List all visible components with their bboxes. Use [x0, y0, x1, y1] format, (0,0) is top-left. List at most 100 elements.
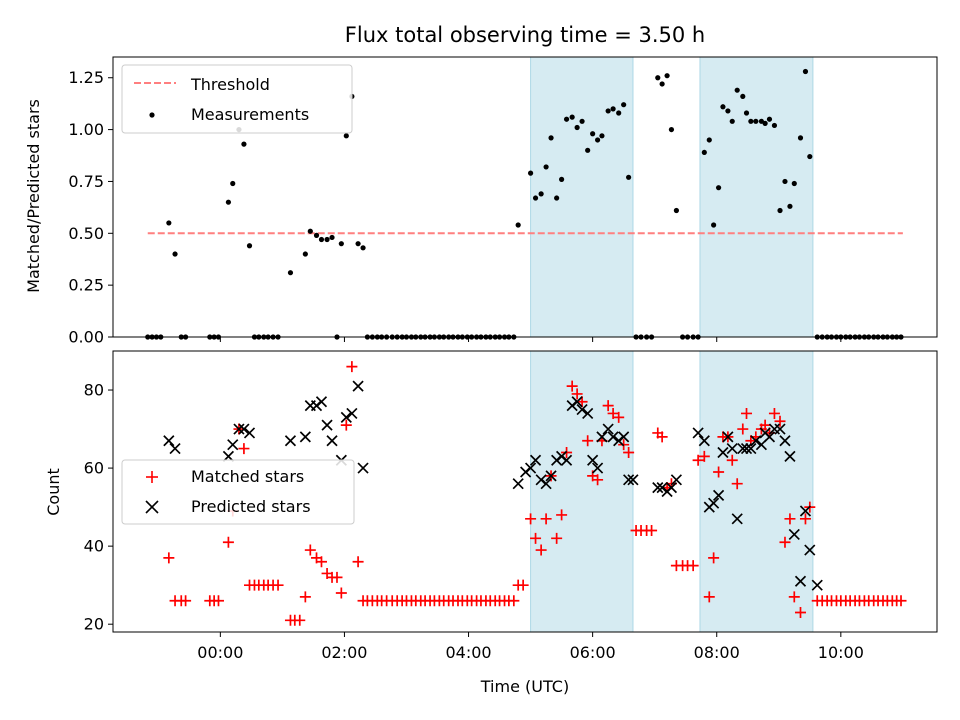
matched-point-109 [741, 407, 753, 419]
measurement-point-24 [307, 228, 313, 234]
measurement-point-112 [753, 118, 759, 124]
bottom-y-tick-label-0: 20 [84, 615, 104, 634]
measurement-point-22 [287, 270, 294, 276]
matched-point-21 [299, 591, 311, 603]
x-tick-label-5: 10:00 [818, 643, 864, 662]
measurement-point-14 [241, 141, 247, 147]
predicted-point-35 [596, 431, 608, 443]
measurement-point-23 [302, 251, 308, 257]
measurement-point-25 [313, 232, 320, 238]
predicted-point-71 [811, 579, 823, 591]
matched-point-118 [784, 513, 796, 525]
measurement-point-70 [538, 191, 544, 197]
x-tick-label-0: 00:00 [197, 643, 243, 662]
measurement-point-80 [590, 131, 596, 137]
top-y-tick-label-4: 1.00 [68, 120, 104, 139]
measurement-point-115 [766, 116, 773, 122]
predicted-point-12 [321, 419, 333, 431]
bottom-observing-window-1 [699, 350, 814, 633]
matched-point-66 [517, 579, 529, 591]
measurement-point-81 [594, 137, 601, 143]
predicted-point-32 [582, 407, 594, 420]
legend-top: Threshold Measurements [121, 64, 353, 134]
measurement-point-12 [230, 180, 236, 187]
predicted-point-39 [618, 431, 630, 443]
legend-matched-label: Matched stars [191, 467, 304, 486]
measurement-point-73 [554, 195, 560, 201]
matched-point-20 [294, 614, 306, 626]
predicted-point-22 [529, 454, 542, 466]
measurement-point-31 [343, 133, 349, 139]
measurement-point-107 [729, 118, 735, 124]
predicted-point-13 [326, 435, 338, 447]
measurement-point-77 [574, 124, 580, 131]
predicted-point-1 [169, 442, 181, 455]
panel-bottom-counts: 20 40 60 80 00:00 02:00 04:00 06:00 08:00 10:00 [84, 350, 938, 662]
predicted-point-25 [545, 470, 557, 482]
top-observing-window-0 [530, 56, 634, 338]
measurement-point-96 [673, 207, 679, 214]
matched-point-80 [592, 474, 604, 486]
top-y-tick-label-0: 0.00 [68, 328, 104, 347]
matched-point-84 [613, 411, 625, 423]
x-tick-label-4: 08:00 [694, 643, 740, 662]
matched-point-17 [272, 579, 284, 591]
measurement-point-104 [715, 185, 722, 191]
measurement-point-75 [563, 116, 570, 122]
measurement-point-119 [787, 203, 793, 209]
matched-point-115 [768, 407, 780, 419]
top-observing-window-1 [699, 56, 814, 338]
predicted-point-66 [784, 450, 796, 462]
measurement-point-82 [599, 133, 605, 139]
measurement-point-87 [626, 174, 632, 180]
top-y-tick-label-1: 0.25 [68, 276, 104, 295]
measurement-point-92 [655, 75, 661, 81]
x-axis-label: Time (UTC) [480, 677, 569, 696]
predicted-point-42 [652, 481, 664, 494]
predicted-point-41 [627, 474, 639, 486]
predicted-point-7 [284, 435, 297, 447]
predicted-point-70 [804, 544, 816, 556]
bottom-y-axis-label: Count [44, 468, 63, 516]
legend-measurements-swatch [149, 112, 155, 118]
predicted-point-30 [571, 396, 583, 408]
predicted-point-58 [745, 442, 757, 455]
measurement-point-33 [355, 241, 361, 247]
predicted-point-67 [788, 528, 800, 541]
matched-point-6 [212, 595, 224, 607]
matched-point-102 [708, 552, 720, 564]
matched-point-119 [788, 591, 800, 603]
predicted-point-17 [352, 380, 364, 392]
matched-point-116 [774, 415, 786, 427]
predicted-point-8 [299, 431, 311, 443]
top-y-tick-label-5: 1.25 [68, 68, 104, 87]
x-tick-label-2: 04:00 [445, 643, 491, 662]
measurement-point-123 [807, 153, 813, 160]
predicted-point-6 [243, 427, 256, 439]
predicted-point-31 [576, 403, 588, 416]
measurement-point-108 [734, 87, 740, 93]
measurement-point-103 [711, 222, 717, 228]
matched-point-120 [794, 606, 806, 618]
measurement-point-5 [172, 251, 178, 257]
x-tick-label-3: 06:00 [570, 643, 616, 662]
measurement-point-84 [610, 106, 616, 112]
predicted-point-65 [779, 435, 791, 447]
matched-point-106 [726, 454, 738, 466]
predicted-point-48 [698, 435, 710, 447]
predicted-point-18 [357, 462, 369, 474]
predicted-point-50 [708, 497, 720, 509]
predicted-point-24 [540, 478, 552, 490]
measurement-point-122 [802, 68, 809, 75]
matched-point-75 [566, 380, 578, 392]
matched-point-72 [551, 532, 563, 544]
measurement-point-74 [559, 176, 565, 182]
measurement-point-120 [791, 180, 797, 187]
bottom-y-tick-label-1: 40 [84, 537, 104, 556]
measurement-point-101 [701, 149, 707, 156]
legend-predicted-swatch [145, 500, 159, 514]
matched-point-121 [799, 513, 811, 525]
matched-point-64 [508, 595, 520, 607]
top-axes-frame [112, 56, 938, 338]
measurement-point-109 [740, 93, 746, 100]
